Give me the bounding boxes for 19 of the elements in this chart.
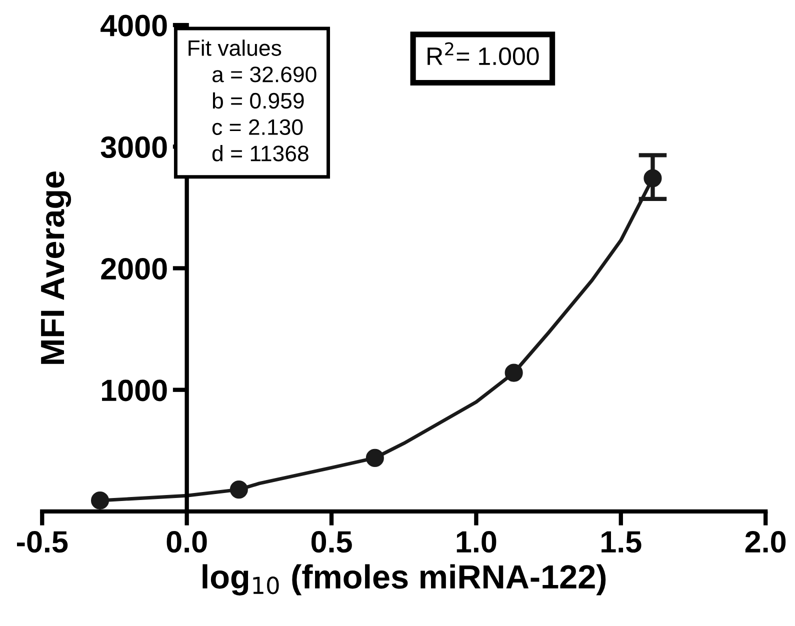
point: [644, 169, 662, 188]
x-tick-label: 2.0: [745, 531, 786, 553]
x-tick-label: 1.5: [602, 531, 642, 553]
annotation: R$^{2}$= 1.000: [428, 42, 539, 66]
point: [504, 364, 523, 382]
point: [230, 480, 248, 499]
point: [90, 491, 110, 510]
x-tick-label: -0.5: [17, 531, 68, 553]
x-tick-label: 0.0: [166, 531, 207, 553]
x-tick-label: 1.0: [456, 531, 496, 553]
x-tick-label: 0.5: [311, 531, 352, 553]
y-tick-label: 2000: [101, 258, 167, 280]
y-tick-label: 3000: [100, 136, 167, 158]
y-tick-label: 4000: [100, 14, 167, 36]
point: [366, 448, 384, 467]
annotation: Fit values a = 32.690 b = 0.959 c = 2.130 d = 11368: [188, 40, 316, 162]
y-axis-title: MFI Average: [41, 172, 72, 364]
x-axis-title: log$_{10}$ (fmoles miRNA-122): [202, 564, 606, 596]
y-tick-label: 1000: [102, 380, 167, 402]
